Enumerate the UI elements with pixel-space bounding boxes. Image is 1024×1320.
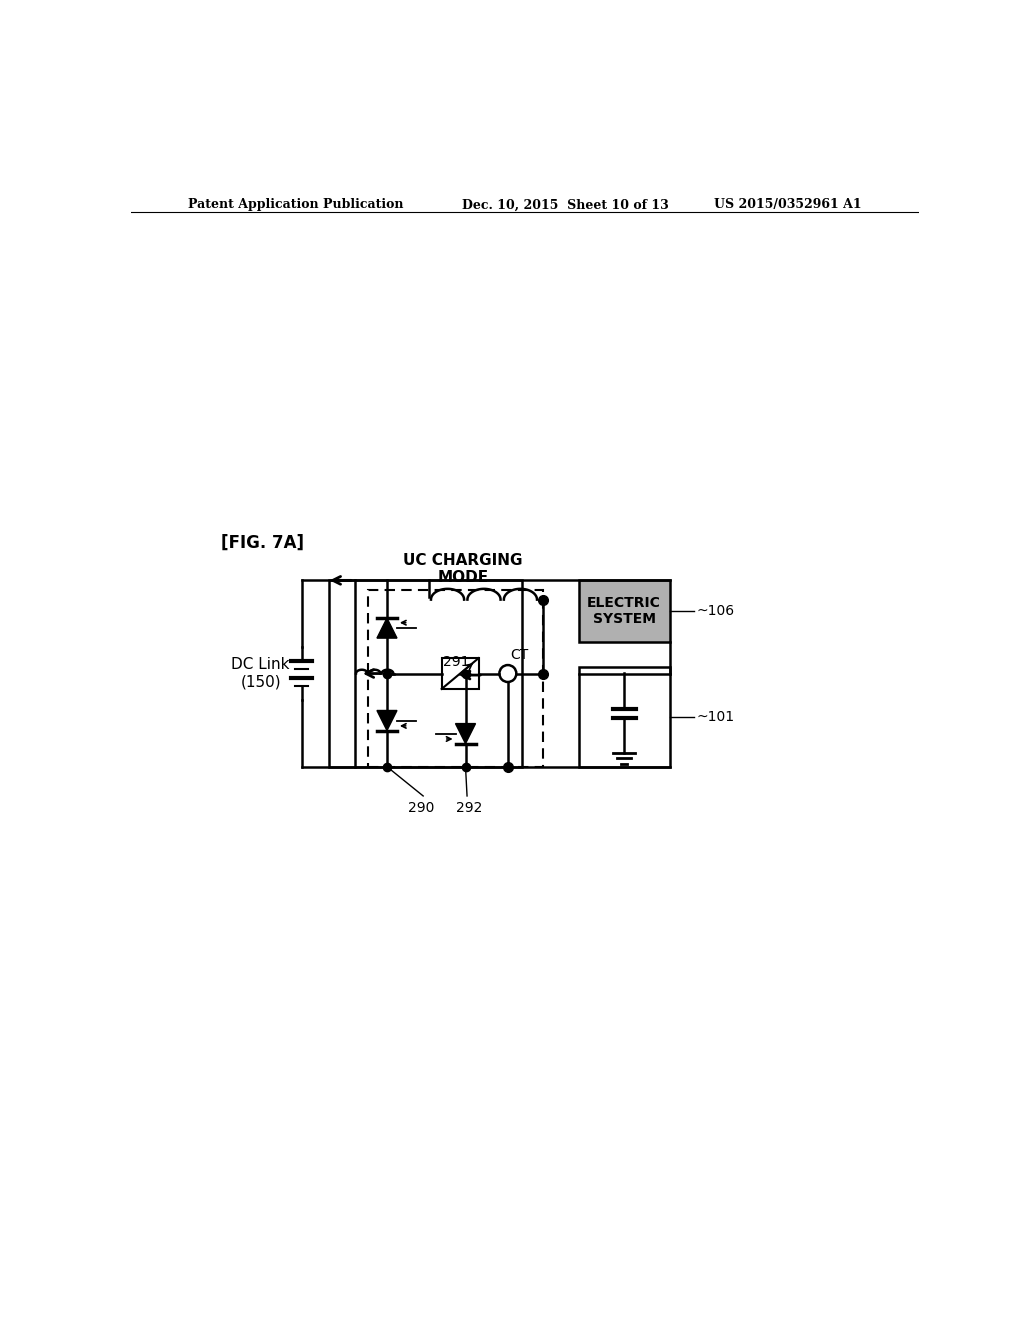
- Text: US 2015/0352961 A1: US 2015/0352961 A1: [715, 198, 862, 211]
- Text: 292: 292: [456, 800, 482, 814]
- Text: 291: 291: [443, 655, 470, 669]
- Text: 290: 290: [408, 800, 434, 814]
- Bar: [579, 581, 670, 642]
- Text: ~101: ~101: [696, 710, 734, 723]
- Bar: [368, 590, 543, 767]
- Text: ELECTRIC
SYSTEM: ELECTRIC SYSTEM: [587, 597, 662, 626]
- Text: DC Link
(150): DC Link (150): [231, 657, 290, 690]
- Text: [FIG. 7A]: [FIG. 7A]: [221, 533, 304, 552]
- Text: Patent Application Publication: Patent Application Publication: [188, 198, 403, 211]
- Polygon shape: [456, 723, 475, 743]
- Bar: [441, 659, 478, 689]
- Text: UC CHARGING
MODE: UC CHARGING MODE: [403, 553, 522, 585]
- Text: ~106: ~106: [696, 605, 734, 618]
- Polygon shape: [377, 618, 397, 638]
- Polygon shape: [377, 710, 397, 730]
- Text: CT: CT: [510, 648, 528, 663]
- Bar: [579, 667, 670, 767]
- Text: Dec. 10, 2015  Sheet 10 of 13: Dec. 10, 2015 Sheet 10 of 13: [462, 198, 669, 211]
